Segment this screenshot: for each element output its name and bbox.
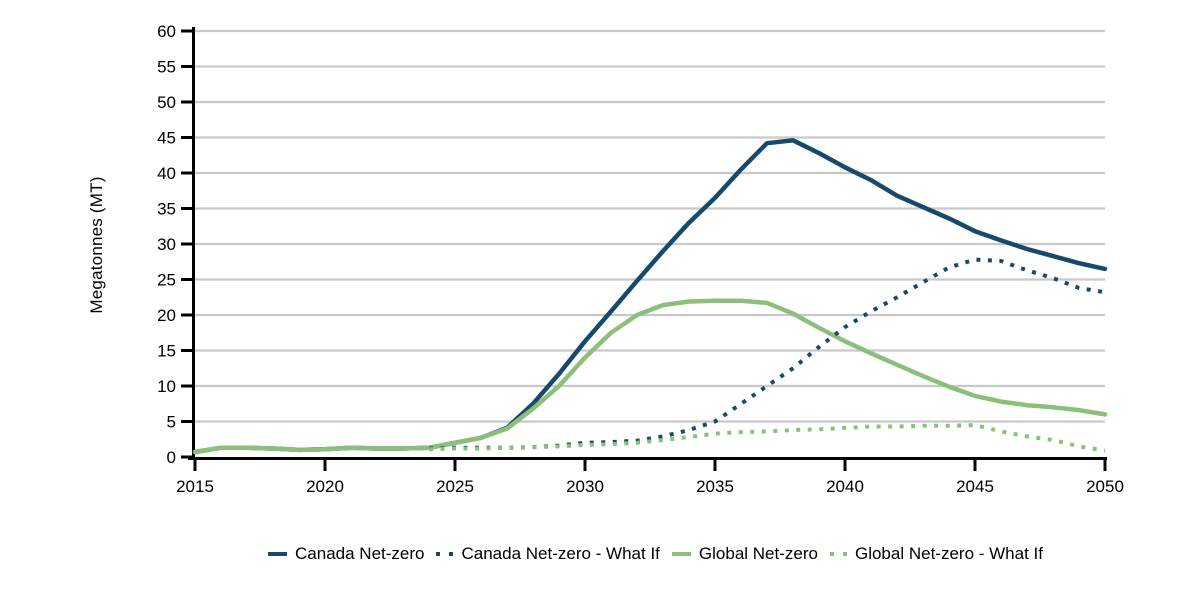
- y-tick-label: 40: [157, 164, 176, 183]
- series-global-net-zero: [192, 298, 1108, 455]
- legend-marker-solid-navy-icon: [268, 552, 288, 556]
- x-tick-label: 2015: [176, 477, 214, 496]
- y-tick-label: 30: [157, 235, 176, 254]
- y-tick-label: 20: [157, 306, 176, 325]
- y-tick-label: 35: [157, 200, 176, 219]
- legend-label: Global Net-zero: [698, 544, 818, 563]
- x-tick-label: 2025: [436, 477, 474, 496]
- y-tick-label: 10: [157, 377, 176, 396]
- y-axis-title: Megatonnes (MT): [87, 176, 106, 314]
- x-tick-label: 2020: [306, 477, 344, 496]
- legend-item-canada-net-zero-what-if: Canada Net-zero - What If: [435, 544, 660, 564]
- y-tick-label: 50: [157, 93, 176, 112]
- y-tick-label: 25: [157, 271, 176, 290]
- y-tick-label: 15: [157, 342, 176, 361]
- y-tick-label: 45: [157, 129, 176, 148]
- y-tick-label: 60: [157, 22, 176, 41]
- legend-label: Global Net-zero - What If: [854, 544, 1043, 563]
- series-canada-net-zero: [192, 138, 1108, 455]
- legend-item-global-net-zero-what-if: Global Net-zero - What If: [829, 544, 1043, 564]
- legend-marker-dotted-navy-icon: [436, 552, 454, 556]
- legend-marker-solid-green-icon: [671, 552, 691, 556]
- y-tick-label: 0: [167, 448, 176, 467]
- series-canada-net-zero-what-if: [428, 257, 1106, 451]
- series-global-net-zero-what-if: [428, 423, 1106, 453]
- x-tick-label: 2035: [696, 477, 734, 496]
- legend-item-canada-net-zero: Canada Net-zero: [267, 544, 424, 564]
- y-tick-label: 55: [157, 58, 176, 77]
- y-tick-label: 5: [167, 413, 176, 432]
- legend-label: Canada Net-zero: [295, 544, 425, 563]
- x-tick-label: 2030: [566, 477, 604, 496]
- legend-item-global-net-zero: Global Net-zero: [671, 544, 818, 564]
- legend-label: Canada Net-zero - What If: [461, 544, 660, 563]
- x-tick-label: 2040: [826, 477, 864, 496]
- x-tick-label: 2050: [1086, 477, 1124, 496]
- x-tick-label: 2045: [956, 477, 994, 496]
- legend: Canada Net-zero Canada Net-zero - What I…: [140, 544, 1170, 564]
- legend-marker-dotted-green-icon: [829, 552, 847, 556]
